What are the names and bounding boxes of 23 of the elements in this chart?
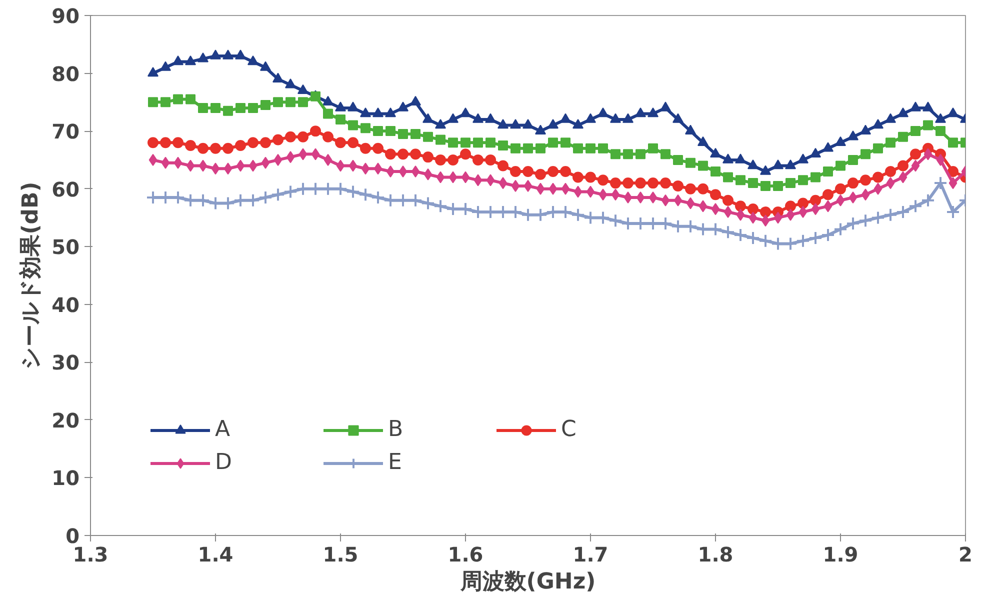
legend-label: E <box>388 450 403 475</box>
y-tick-label: 40 <box>52 292 80 317</box>
x-tick-label: 1.7 <box>572 542 608 566</box>
y-tick-label: 90 <box>52 4 80 28</box>
legend-label: D <box>215 450 233 475</box>
y-tick-label: 20 <box>52 408 80 432</box>
x-tick-label: 1.5 <box>322 542 358 566</box>
x-tick-label: 1.8 <box>698 542 734 566</box>
x-tick-label: 1.9 <box>822 542 858 566</box>
y-tick-label: 60 <box>52 177 80 202</box>
legend-label: C <box>561 417 578 442</box>
y-tick-label: 50 <box>52 235 80 260</box>
y-tick-label: 30 <box>52 350 80 375</box>
legend-label: B <box>388 417 404 442</box>
legend-label: A <box>215 417 232 442</box>
x-tick-label: 2 <box>958 542 972 566</box>
x-tick-label: 1.4 <box>198 542 234 566</box>
y-tick-label: 70 <box>52 120 80 144</box>
y-axis-title: シールド効果(dB) <box>18 182 44 370</box>
x-tick-label: 1.6 <box>448 542 484 566</box>
x-axis-title: 周波数(GHz) <box>459 570 596 594</box>
y-tick-label: 10 <box>52 466 80 490</box>
y-tick-label: 80 <box>52 62 80 86</box>
